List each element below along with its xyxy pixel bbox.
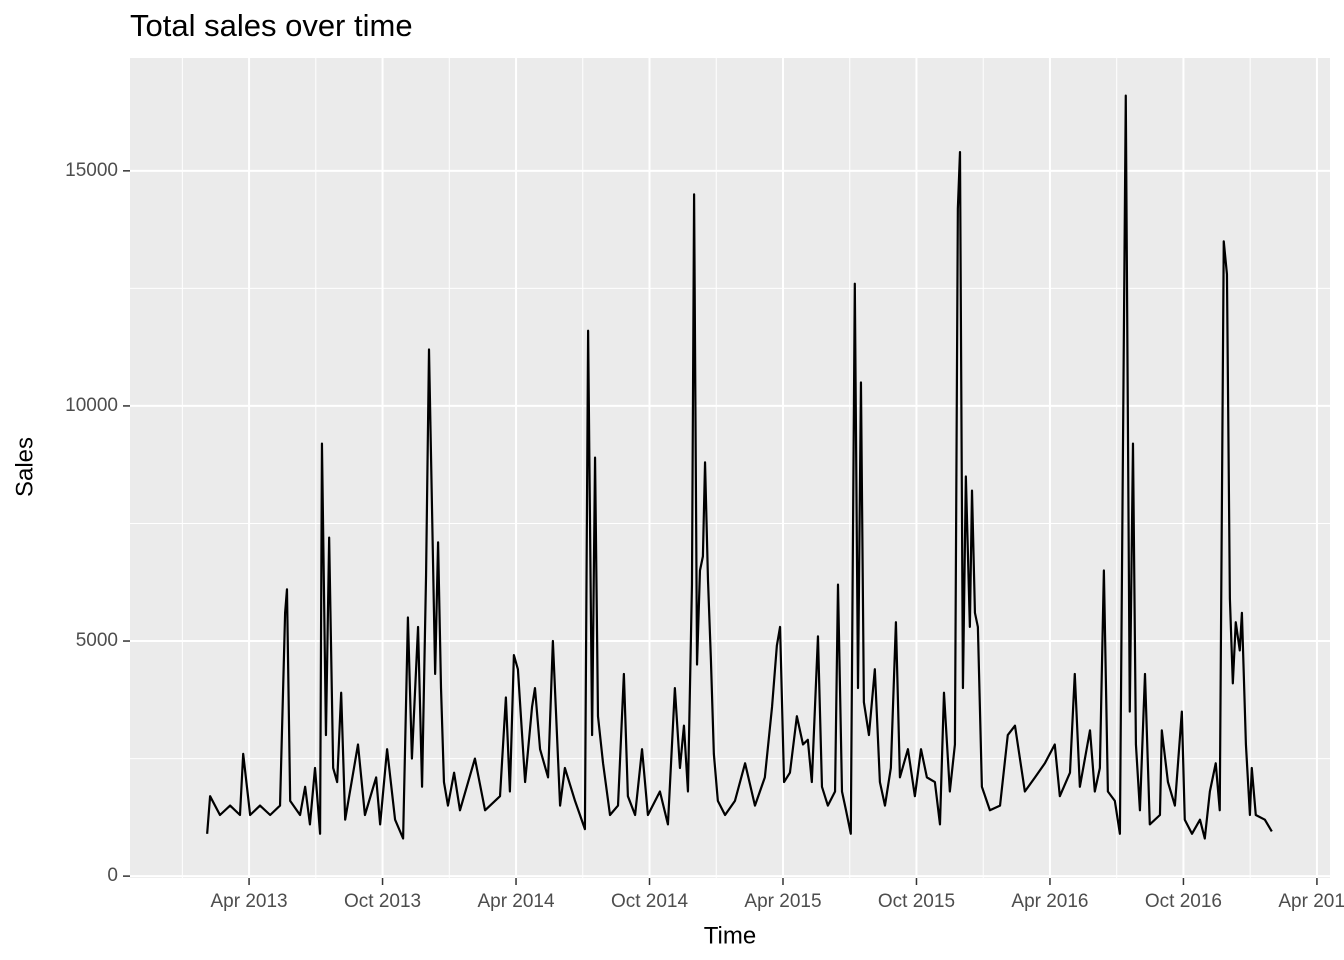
x-tick-label: Apr 2015 [744, 891, 821, 912]
y-tick-label: 15000 [65, 160, 118, 181]
x-tick-label: Oct 2016 [1145, 891, 1222, 912]
x-tick-label: Apr 2017 [1278, 891, 1344, 912]
x-tick-label: Oct 2014 [611, 891, 689, 912]
y-tick-label: 5000 [76, 630, 118, 651]
x-tick-label: Apr 2013 [211, 891, 288, 912]
sales-line [206, 94, 1273, 840]
x-tick-label: Apr 2014 [477, 891, 555, 912]
x-tick-label: Oct 2015 [878, 891, 955, 912]
panel [130, 58, 1330, 878]
x-tick-label: Apr 2016 [1011, 891, 1088, 912]
x-axis-title: Time [704, 922, 756, 949]
y-tick-label: 10000 [65, 395, 118, 416]
x-tick-label: Oct 2013 [344, 891, 421, 912]
y-axis-title: Sales [11, 437, 38, 497]
y-tick-label: 0 [107, 865, 118, 886]
chart-title: Total sales over time [130, 8, 413, 43]
